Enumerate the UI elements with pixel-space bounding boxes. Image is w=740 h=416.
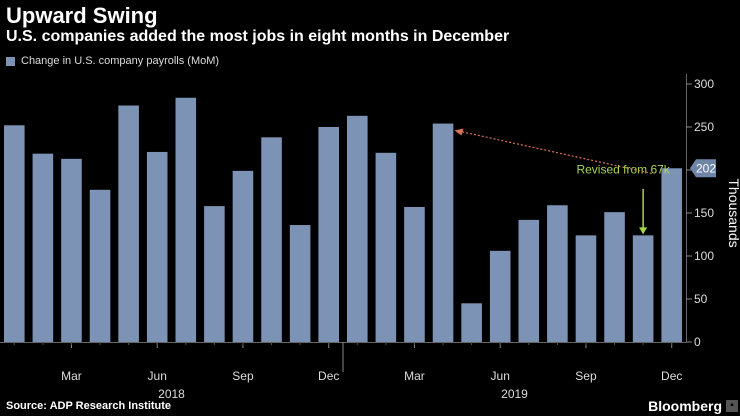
bar xyxy=(375,152,397,342)
source-note: Source: ADP Research Institute xyxy=(6,400,172,412)
bar xyxy=(204,206,225,342)
bar xyxy=(404,206,425,342)
bar xyxy=(575,235,597,342)
year-label: 2019 xyxy=(501,387,528,401)
trend-arrow-head xyxy=(454,128,464,136)
bar xyxy=(547,205,568,342)
bar xyxy=(175,97,197,342)
bar xyxy=(632,235,654,342)
legend-swatch xyxy=(6,56,15,66)
bar xyxy=(146,151,168,342)
x-tick-label: Dec xyxy=(661,369,682,383)
annotation-arrow-head xyxy=(639,227,648,235)
bloomberg-mark-icon: ▪ xyxy=(726,400,738,412)
bloomberg-logo: Bloomberg ▪ xyxy=(648,398,738,414)
x-tick-label: Jun xyxy=(148,369,167,383)
y-tick-label: 250 xyxy=(694,120,714,134)
x-tick-label: Mar xyxy=(404,369,425,383)
legend: Change in U.S. company payrolls (MoM) xyxy=(6,55,219,67)
bar xyxy=(518,219,540,342)
chart-subtitle: U.S. companies added the most jobs in ei… xyxy=(6,28,510,45)
bar xyxy=(32,153,54,342)
bar xyxy=(232,170,254,342)
brand-text: Bloomberg xyxy=(648,398,722,414)
chart-title: Upward Swing xyxy=(6,3,158,28)
bar xyxy=(89,189,111,342)
x-tick-label: Sep xyxy=(575,369,597,383)
y-tick-label: 150 xyxy=(694,206,714,220)
year-label: 2018 xyxy=(158,387,185,401)
x-tick-label: Mar xyxy=(61,369,82,383)
legend-label: Change in U.S. company payrolls (MoM) xyxy=(21,55,220,67)
last-value-badge xyxy=(690,159,716,178)
x-tick-label: Sep xyxy=(232,369,254,383)
bar xyxy=(289,225,311,342)
x-tick-label: Jun xyxy=(491,369,510,383)
y-tick-label: 0 xyxy=(694,335,701,349)
bar xyxy=(489,250,511,342)
y-tick-label: 50 xyxy=(694,292,708,306)
bar xyxy=(347,115,368,342)
bar xyxy=(318,127,339,342)
last-value-label: 202 xyxy=(696,161,716,175)
bar xyxy=(261,137,282,342)
y-tick-label: 100 xyxy=(694,249,714,263)
x-tick-label: Dec xyxy=(318,369,339,383)
y-axis-title: Thousands xyxy=(726,178,740,247)
bar xyxy=(461,303,482,342)
bar xyxy=(661,168,682,342)
bar xyxy=(604,212,625,342)
bar xyxy=(4,125,25,342)
bar xyxy=(61,158,82,342)
annotation-text: Revised from 67k xyxy=(576,162,670,176)
trend-arrow-line xyxy=(460,130,652,175)
y-tick-label: 300 xyxy=(694,77,714,91)
bar xyxy=(118,105,139,342)
bar xyxy=(432,123,454,342)
